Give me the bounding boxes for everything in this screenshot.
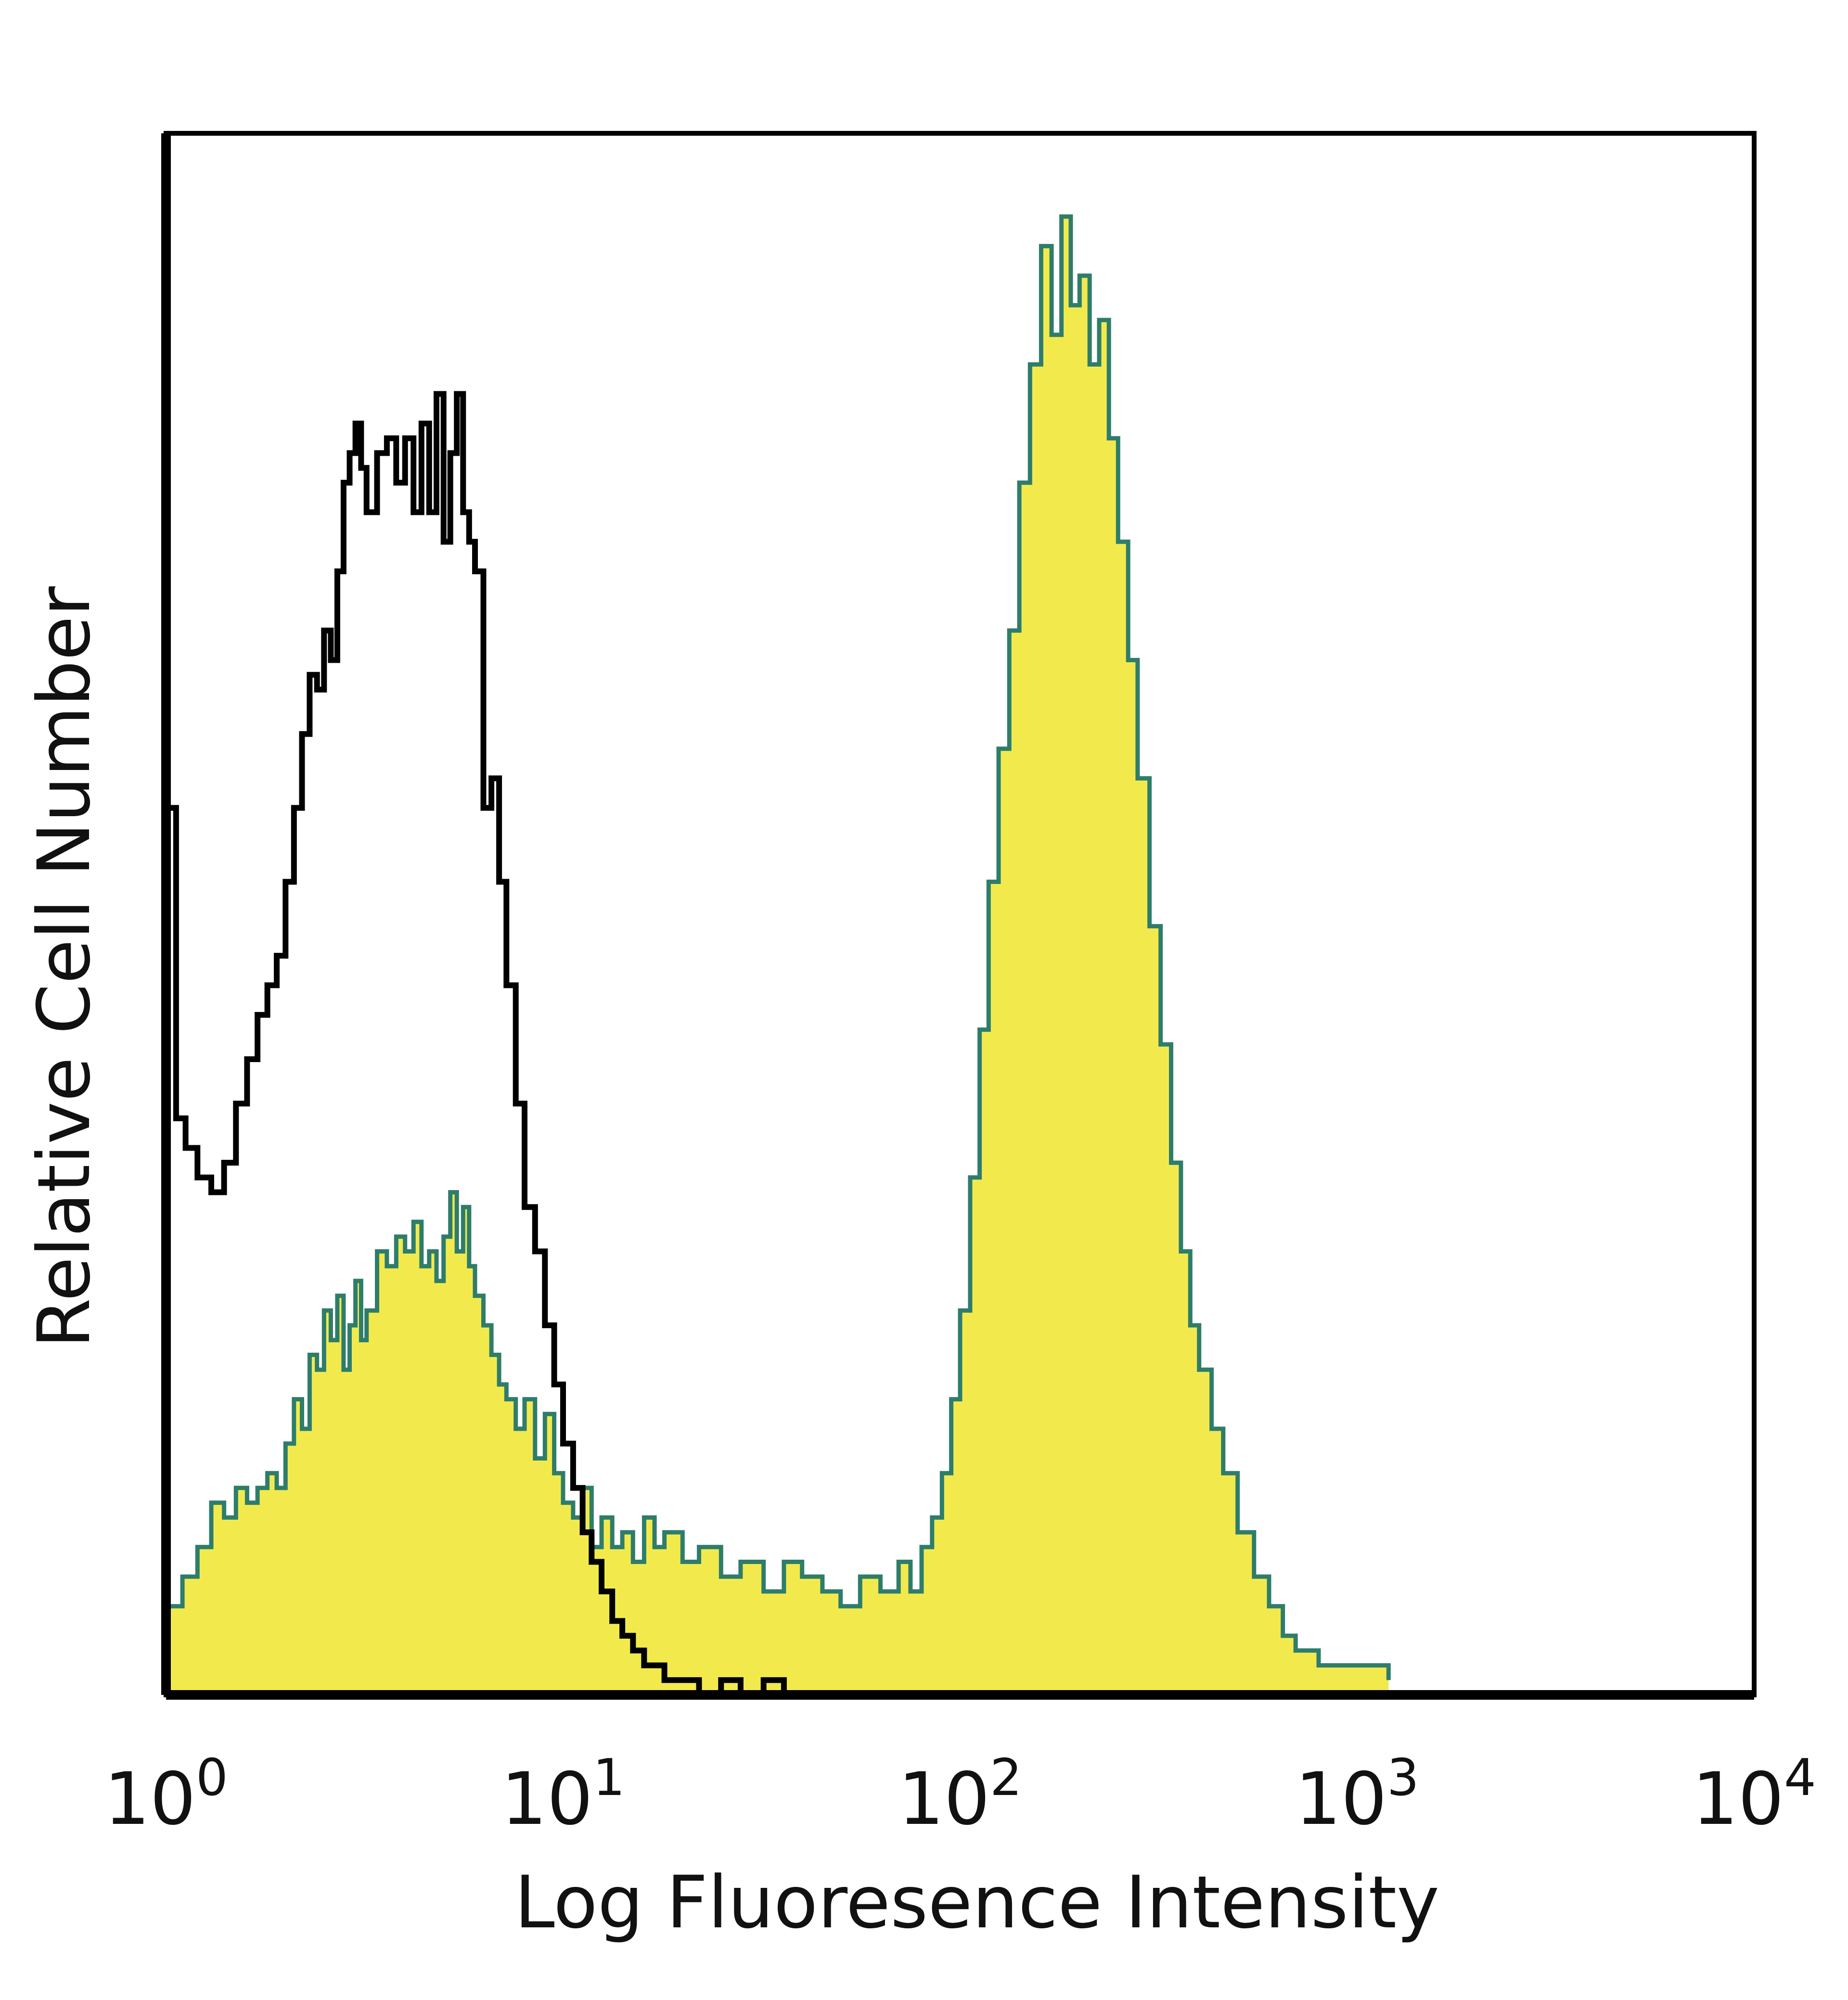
y-axis-title: Relative Cell Number [23,586,106,1348]
x-tick-label: 102 [898,1748,1022,1841]
stained-histogram-outline [166,214,1391,1680]
series-layer [166,214,1391,1698]
x-tick-label: 103 [1295,1748,1419,1841]
x-tick-label: 100 [104,1748,228,1841]
control-histogram-outline [166,391,802,1698]
stained-histogram-fill [166,217,1389,1695]
x-tick-labels: 100 101 102 103 104 [104,1748,1816,1841]
x-tick-label: 104 [1692,1748,1816,1841]
x-axis-title: Log Fluoresence Intensity [514,1861,1439,1945]
x-tick-label: 101 [501,1748,625,1841]
